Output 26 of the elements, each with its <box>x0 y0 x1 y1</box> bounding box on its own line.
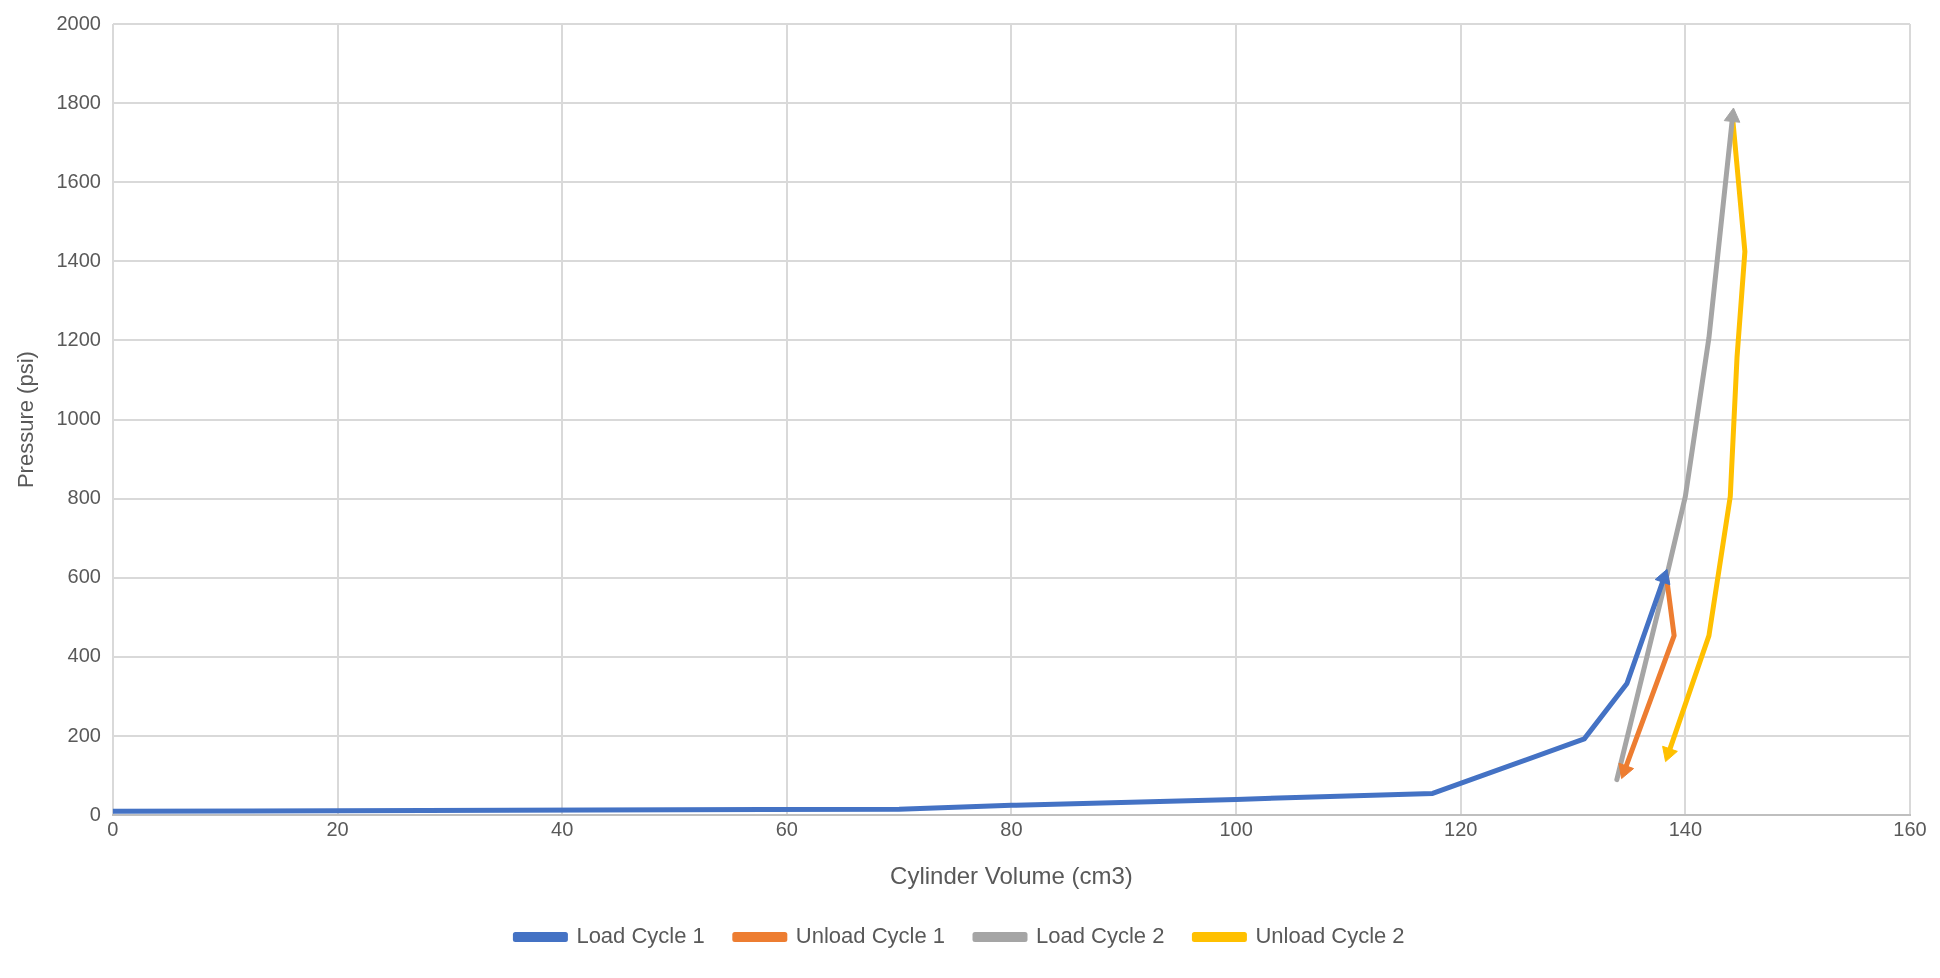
y-tick-label: 1400 <box>56 248 101 271</box>
legend-label: Load Cycle 2 <box>1036 923 1165 949</box>
y-tick-label: 1000 <box>56 407 101 430</box>
y-tick-label: 0 <box>89 802 101 825</box>
y-tick-label: 400 <box>67 644 101 667</box>
x-tick-label: 140 <box>1668 817 1703 840</box>
y-tick-label: 2000 <box>56 11 101 34</box>
y-tick-label: 200 <box>67 723 101 746</box>
legend-label: Unload Cycle 1 <box>795 923 945 949</box>
x-tick-label: 100 <box>1219 817 1253 840</box>
y-axis-title: Pressure (psi) <box>13 351 39 489</box>
x-tick-label: 80 <box>1000 817 1023 840</box>
x-tick-label: 0 <box>107 817 119 840</box>
x-axis-title: Cylinder Volume (cm3) <box>890 862 1133 890</box>
x-tick-label: 120 <box>1444 817 1478 840</box>
legend-label: Load Cycle 1 <box>576 923 705 949</box>
x-tick-label: 40 <box>551 817 574 840</box>
x-tick-label: 20 <box>326 817 349 840</box>
y-tick-label: 600 <box>67 565 101 588</box>
y-tick-label: 800 <box>67 486 101 509</box>
x-tick-label: 160 <box>1893 817 1927 840</box>
legend-label: Unload Cycle 2 <box>1255 923 1405 949</box>
y-tick-label: 1600 <box>56 169 101 192</box>
y-tick-label: 1800 <box>56 90 101 113</box>
x-tick-label: 60 <box>775 817 798 840</box>
y-tick-label: 1200 <box>56 328 101 350</box>
